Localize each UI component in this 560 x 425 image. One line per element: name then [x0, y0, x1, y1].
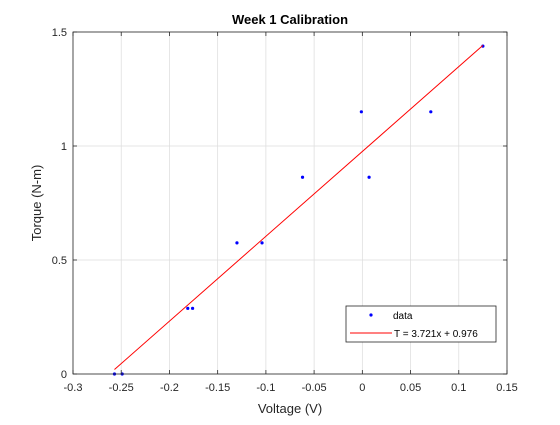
legend-box — [345, 305, 497, 343]
legend-data-label: data — [393, 311, 413, 322]
x-tick-label: -0.1 — [256, 382, 275, 394]
data-point — [367, 175, 371, 179]
y-tick-label: 1.5 — [52, 27, 67, 39]
x-tick-label: -0.3 — [64, 382, 83, 394]
y-axis-label: Torque (N-m) — [29, 165, 44, 242]
x-tick-label: -0.2 — [160, 382, 179, 394]
x-tick-label: -0.05 — [302, 382, 327, 394]
x-tick-label: -0.15 — [205, 382, 230, 394]
plot-area-border — [72, 31, 508, 375]
data-point — [260, 241, 264, 245]
data-point — [481, 44, 485, 48]
x-tick-label: 0.1 — [451, 382, 466, 394]
data-point — [300, 175, 305, 179]
series-layer — [112, 44, 485, 376]
y-tick-label: 0 — [61, 369, 67, 381]
legend-data-marker — [369, 313, 373, 317]
data-point — [190, 306, 195, 310]
data-point — [235, 241, 239, 245]
x-tick-label: -0.25 — [109, 382, 134, 394]
data-point — [359, 110, 363, 114]
y-tick-label: 0.5 — [52, 255, 67, 267]
fit-line — [114, 45, 484, 370]
chart-title: Week 1 Calibration — [232, 12, 348, 27]
legend-fit-label: T = 3.721x + 0.976 — [394, 329, 478, 340]
x-tick-label: 0.05 — [400, 382, 421, 394]
x-axis-label: Voltage (V) — [258, 401, 322, 416]
data-point — [429, 110, 433, 114]
x-tick-label: 0.15 — [496, 382, 517, 394]
y-tick-label: 1 — [61, 141, 67, 153]
x-tick-label: 0 — [359, 382, 365, 394]
ticks: -0.3 -0.25 -0.2 -0.15 -0.1 -0.05 0 0.05 0.1 0.15 0… — [52, 27, 518, 394]
legend: data T = 3.721x + 0.976 — [345, 305, 497, 343]
data-point — [186, 306, 190, 310]
